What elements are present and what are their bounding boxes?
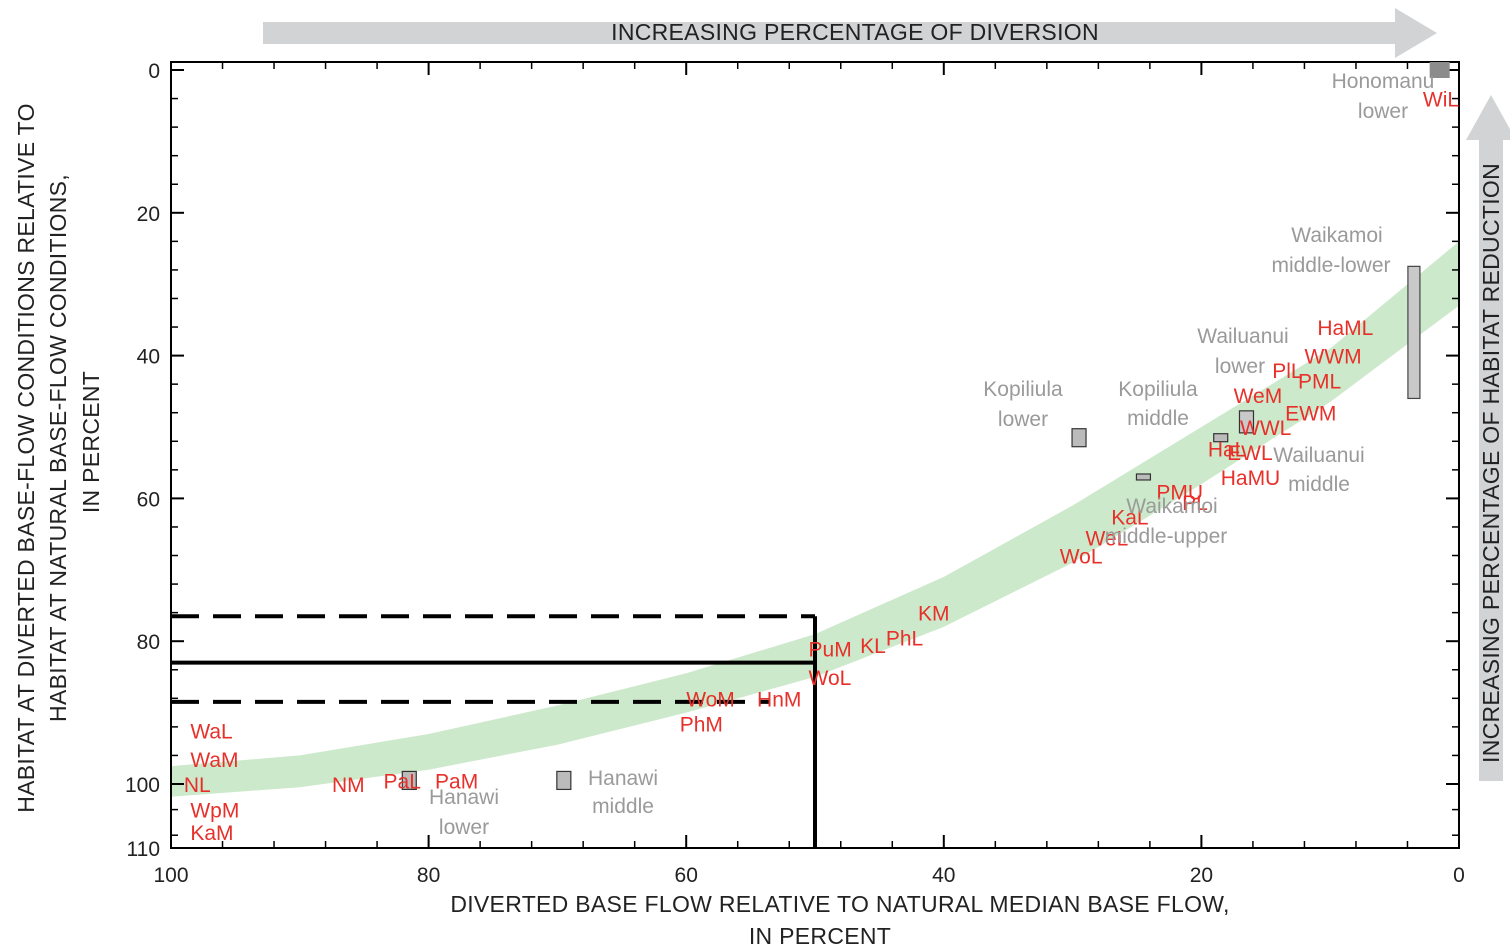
y-axis-title-line1: HABITAT AT DIVERTED BASE-FLOW CONDITIONS… — [13, 103, 39, 813]
stream-label-haml-1: HaML — [1317, 317, 1373, 340]
site-label-kopiliula-middle-line2: middle — [1127, 407, 1189, 430]
stream-label-hamu-10: HaMU — [1221, 467, 1281, 490]
y-tick-label-100: 100 — [125, 774, 160, 797]
site-label-kopiliula-lower-line2: lower — [998, 408, 1048, 431]
site-label-wailuanui-lower-line1: Wailuanui — [1197, 325, 1288, 348]
stream-label-wol-15: WoL — [1060, 546, 1103, 569]
stream-label-km-16: KM — [918, 603, 950, 626]
site-label-waikamoi-mu-line1: Waikamoi — [1126, 495, 1217, 518]
site-label-wailuanui-middle-line2: middle — [1288, 473, 1350, 496]
y-tick-label-60: 60 — [137, 488, 160, 511]
stream-label-pam-29: PaM — [435, 770, 478, 793]
stream-label-pml-4: PML — [1298, 371, 1341, 394]
stream-label-nl-26: NL — [184, 774, 211, 797]
site-label-hanawi-middle-line2: middle — [592, 795, 654, 818]
site-label-kopiliula-lower-line1: Kopiliula — [983, 378, 1063, 401]
site-label-honomanu-line2: lower — [1358, 100, 1408, 123]
right-arrow-shaft — [1479, 136, 1503, 781]
stream-label-hal-8: HaL — [1208, 438, 1247, 461]
stream-label-wwm-2: WWM — [1304, 346, 1361, 369]
top-arrow-label: INCREASING PERCENTAGE OF DIVERSION — [611, 19, 1099, 45]
site-label-honomanu-line1: Honomanu — [1332, 70, 1435, 93]
x-tick-label-60: 60 — [675, 864, 698, 887]
right-arrow-head — [1466, 95, 1510, 140]
top-arrow-shaft — [263, 22, 1398, 44]
site-labels: Honomanu lower Waikamoi middle-lower Wai… — [429, 70, 1434, 839]
site-marker-kopiliula-middle — [1135, 473, 1152, 481]
site-marker-hanawi-middle — [556, 770, 572, 791]
stream-label-phl-17: PhL — [886, 628, 923, 651]
stream-label-wol-20: WoL — [809, 667, 852, 690]
stream-label-wel-14: WeL — [1085, 528, 1128, 551]
site-label-kopiliula-middle-line1: Kopiliula — [1118, 378, 1198, 401]
stream-label-kal-13: KaL — [1111, 506, 1148, 529]
stream-label-pl-12: PL — [1182, 492, 1208, 515]
axis-ticks: 100 80 60 40 20 0 0 20 40 60 80 100 110 — [125, 60, 1465, 887]
site-label-waikamoi-ml-line2: middle-lower — [1271, 254, 1390, 277]
site-label-waikamoi-ml-line1: Waikamoi — [1291, 224, 1382, 247]
stream-label-kl-18: KL — [860, 635, 886, 658]
site-marker-honomanu-lower — [1429, 62, 1450, 78]
site-marker-wailuanui-middle — [1238, 410, 1255, 434]
site-label-wailuanui-lower-line2: lower — [1215, 355, 1265, 378]
stream-label-pll-3: PlL — [1272, 360, 1302, 383]
site-label-waikamoi-mu-line2: middle-upper — [1105, 525, 1228, 548]
stream-label-wom-21: WoM — [686, 688, 735, 711]
stream-label-wal-24: WaL — [190, 720, 232, 743]
x-tick-label-40: 40 — [932, 864, 955, 887]
stream-label-nm-27: NM — [332, 774, 365, 797]
x-tick-label-100: 100 — [153, 864, 188, 887]
right-arrow: INCREASING PERCENTAGE OF HABITAT REDUCTI… — [1466, 95, 1510, 781]
stream-label-wam-25: WaM — [190, 749, 238, 772]
x-tick-label-0: 0 — [1453, 864, 1465, 887]
site-marker-kopiliula-lower — [1071, 428, 1087, 448]
stream-label-wem-5: WeM — [1234, 385, 1283, 408]
site-markers — [401, 62, 1450, 791]
site-marker-hanawi-lower — [401, 770, 417, 791]
x-tick-label-20: 20 — [1190, 864, 1213, 887]
stream-label-kam-31: KaM — [190, 822, 233, 845]
y-tick-label-0: 0 — [148, 60, 160, 83]
reference-lines — [171, 614, 817, 848]
stream-label-wwl-7: WWL — [1240, 417, 1291, 440]
x-axis-title-line2: IN PERCENT — [749, 923, 891, 949]
x-axis-title-line1: DIVERTED BASE FLOW RELATIVE TO NATURAL M… — [450, 891, 1229, 917]
x-tick-label-80: 80 — [417, 864, 440, 887]
y-axis-title-line2: HABITAT AT NATURAL BASE-FLOW CONDITIONS, — [45, 174, 71, 722]
y-tick-label-80: 80 — [137, 631, 160, 654]
y-tick-label-20: 20 — [137, 203, 160, 226]
site-label-hanawi-lower-line2: lower — [439, 816, 489, 839]
stream-label-wpm-30: WpM — [190, 800, 239, 823]
right-arrow-label: INCREASING PERCENTAGE OF HABITAT REDUCTI… — [1478, 163, 1504, 763]
stream-label-pum-19: PuM — [809, 638, 852, 661]
site-label-hanawi-middle-line1: Hanawi — [588, 767, 658, 790]
site-label-wailuanui-middle-line1: Wailuanui — [1273, 444, 1364, 467]
stream-label-pal-28: PaL — [384, 770, 421, 793]
top-arrow: INCREASING PERCENTAGE OF DIVERSION — [263, 8, 1437, 58]
site-marker-wailuanui-lower — [1213, 433, 1229, 443]
stream-label-ewm-6: EWM — [1285, 403, 1336, 426]
stream-label-pmu-11: PMU — [1156, 481, 1203, 504]
site-label-hanawi-lower-line1: Hanawi — [429, 786, 499, 809]
stream-label-ewl-9: EWL — [1227, 442, 1273, 465]
stream-label-wil-0: WiL — [1423, 89, 1459, 112]
y-tick-label-40: 40 — [137, 346, 160, 369]
y-axis-title-line3: IN PERCENT — [78, 371, 104, 513]
stream-label-hnm-22: HnM — [757, 688, 801, 711]
top-arrow-head — [1395, 8, 1437, 58]
stream-label-phm-23: PhM — [680, 713, 723, 736]
site-marker-waikamoi-middle-lower — [1407, 265, 1421, 400]
y-tick-label-110: 110 — [127, 838, 160, 861]
